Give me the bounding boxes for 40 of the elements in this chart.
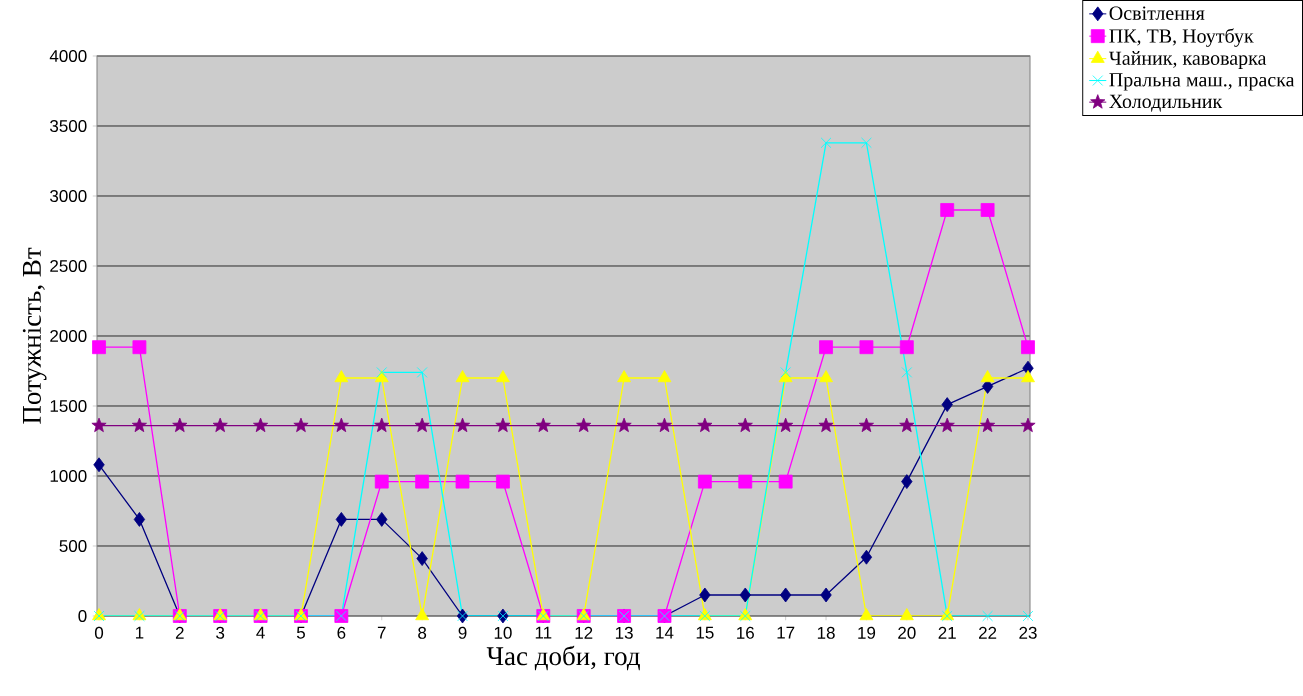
- x-tick-label: 15: [696, 626, 714, 639]
- x-tick-label: 4: [256, 626, 265, 639]
- x-tick-label: 18: [817, 626, 835, 639]
- x-tick-label: 22: [979, 626, 997, 639]
- y-tick-label: 4000: [49, 49, 87, 63]
- y-tick-label: 1500: [50, 399, 87, 413]
- y-tick-label: 500: [59, 539, 87, 553]
- x-tick-label: 1: [135, 626, 144, 639]
- x-tick-label: 17: [777, 626, 795, 639]
- legend-label: ПК, ТВ, Ноутбук: [1109, 28, 1254, 47]
- x-tick-label: 8: [418, 626, 427, 639]
- x-axis-title: Час доби, год: [486, 645, 640, 671]
- y-tick-label: 2000: [50, 329, 87, 343]
- x-tick-label: 9: [458, 626, 467, 639]
- y-tick-label: 2500: [50, 259, 87, 273]
- x-tick-label: 23: [1019, 626, 1037, 639]
- x-tick-label: 7: [377, 626, 386, 639]
- x-tick-label: 21: [938, 626, 956, 639]
- x-tick-label: 11: [535, 626, 552, 639]
- y-axis-title: Потужність, Вт: [22, 247, 47, 424]
- x-tick-label: 20: [898, 626, 916, 639]
- legend-label: Пральна маш., праска: [1109, 73, 1295, 91]
- x-tick-label: 2: [175, 626, 184, 639]
- y-tick-label: 3500: [50, 119, 87, 133]
- y-tick-label: 1000: [50, 469, 87, 483]
- x-tick-label: 0: [94, 626, 104, 639]
- y-tick-label: 0: [78, 609, 87, 623]
- x-tick-label: 19: [858, 626, 876, 639]
- x-tick-label: 5: [296, 626, 305, 639]
- legend-label: Холодильник: [1109, 94, 1223, 112]
- legend-label: Чайник, кавоварка: [1108, 51, 1267, 69]
- x-tick-label: 6: [337, 626, 346, 639]
- x-tick-label: 13: [615, 626, 633, 639]
- x-tick-label: 14: [656, 626, 674, 639]
- y-tick-label: 3000: [50, 189, 87, 203]
- x-tick-label: 10: [494, 626, 512, 639]
- legend-label: Освітлення: [1109, 6, 1205, 20]
- x-tick-label: 3: [216, 626, 225, 639]
- x-tick-label: 16: [737, 626, 754, 639]
- x-tick-label: 12: [575, 626, 593, 639]
